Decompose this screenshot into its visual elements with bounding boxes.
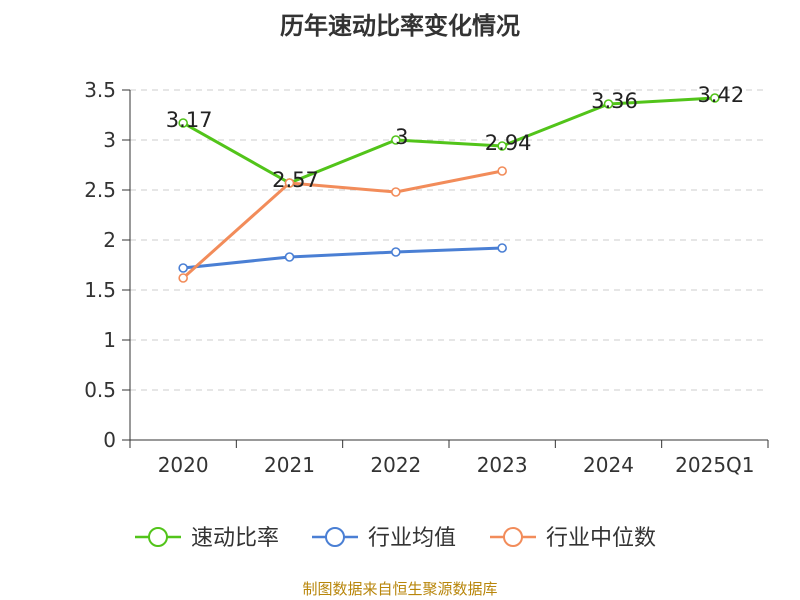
data-point <box>497 243 507 253</box>
grid-lines <box>130 89 768 391</box>
series-points <box>178 93 720 283</box>
x-tick-label: 2021 <box>264 453 315 477</box>
series-line <box>182 169 503 280</box>
series-line <box>183 246 503 270</box>
y-tick-label: 2.5 <box>84 178 116 202</box>
data-point <box>391 247 401 257</box>
data-label: 3.42 <box>697 83 744 107</box>
y-tick-label: 1 <box>103 328 116 352</box>
y-tick-label: 0.5 <box>84 378 116 402</box>
data-label: 3 <box>395 125 408 149</box>
data-point <box>178 118 188 128</box>
x-tick-label: 2025Q1 <box>675 453 754 477</box>
legend-marker <box>503 527 523 547</box>
legend-label: 速动比率 <box>191 526 279 551</box>
y-tick-label: 3 <box>103 128 116 152</box>
data-label: 3.17 <box>166 108 213 132</box>
data-point <box>603 99 614 109</box>
legend-marker <box>148 527 168 547</box>
series-line <box>182 96 715 185</box>
data-label: 2.94 <box>485 131 532 155</box>
data-point <box>391 135 401 145</box>
x-tick-label: 2024 <box>583 453 634 477</box>
y-tick-label: 1.5 <box>84 278 116 302</box>
data-point <box>497 141 507 151</box>
chart-title: 历年速动比率变化情况 <box>280 12 520 40</box>
data-point <box>710 93 720 103</box>
data-label: 2.57 <box>272 168 319 192</box>
data-point <box>178 273 188 283</box>
data-point <box>284 252 295 262</box>
legend: 速动比率 行业均值 行业中位数 <box>135 526 656 551</box>
axes: 0 0.5 1 1.5 2 2.5 3 3.5 2020 2021 2022 2023 2024 2025… <box>84 78 769 477</box>
y-tick-label: 2 <box>103 228 116 252</box>
data-point <box>391 187 401 197</box>
legend-label: 行业中位数 <box>546 526 656 551</box>
source-note: 制图数据来自恒生聚源数据库 <box>302 580 498 598</box>
legend-marker <box>325 527 345 547</box>
series-lines <box>182 96 715 280</box>
legend-label: 行业均值 <box>368 526 456 551</box>
y-tick-label: 0 <box>103 428 116 452</box>
data-point <box>178 263 188 273</box>
data-label: 3.36 <box>591 89 638 113</box>
data-labels: 3.17 2.57 3 2.94 3.36 3.42 <box>166 83 744 192</box>
y-tick-label: 3.5 <box>84 78 116 102</box>
x-tick-label: 2023 <box>477 453 528 477</box>
x-tick-label: 2022 <box>370 453 421 477</box>
data-point <box>497 166 507 176</box>
data-point <box>284 178 295 188</box>
x-tick-label: 2020 <box>158 453 209 477</box>
